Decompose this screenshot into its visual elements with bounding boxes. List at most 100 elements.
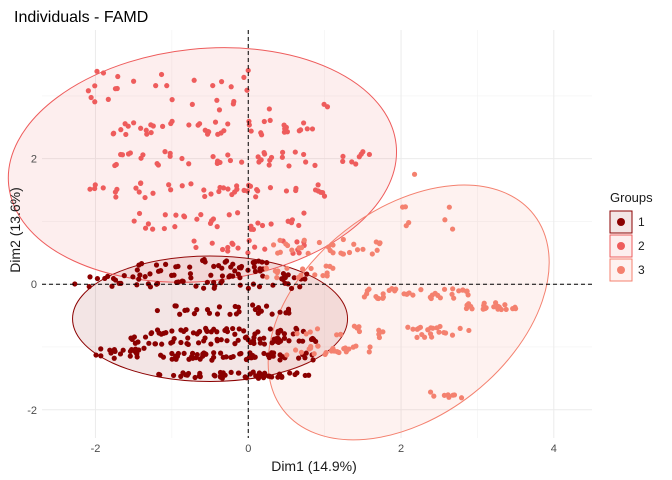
point-group-1 — [286, 338, 292, 344]
point-group-2 — [268, 221, 274, 227]
point-group-1 — [236, 370, 242, 376]
point-group-1 — [188, 275, 194, 281]
point-group-3 — [410, 292, 416, 298]
point-group-1 — [255, 310, 262, 316]
point-group-3 — [366, 286, 372, 292]
point-group-1 — [277, 309, 283, 315]
point-group-1 — [255, 329, 261, 335]
point-group-3 — [456, 288, 462, 294]
point-group-1 — [195, 340, 202, 346]
point-group-1 — [249, 352, 256, 359]
legend-label-1: 1 — [638, 215, 645, 229]
point-group-1 — [300, 338, 306, 344]
point-group-2 — [315, 188, 321, 194]
point-group-1 — [163, 330, 169, 336]
point-group-1 — [187, 271, 194, 277]
point-group-3 — [314, 326, 321, 332]
point-group-2 — [304, 126, 310, 132]
point-group-1 — [146, 340, 152, 346]
point-group-3 — [446, 204, 452, 210]
point-group-1 — [212, 373, 218, 379]
point-group-3 — [458, 395, 465, 401]
point-group-2 — [267, 185, 274, 191]
point-group-1 — [296, 355, 302, 361]
point-group-1 — [253, 373, 259, 379]
point-group-1 — [217, 369, 224, 376]
point-group-2 — [212, 119, 219, 125]
point-group-1 — [194, 307, 200, 313]
point-group-1 — [218, 337, 224, 343]
point-group-1 — [137, 272, 143, 278]
point-group-3 — [338, 250, 344, 256]
x-tick-label: 4 — [551, 443, 557, 455]
point-group-3 — [284, 242, 291, 249]
reference-lines — [42, 30, 592, 438]
point-group-2 — [217, 184, 223, 191]
point-group-1 — [257, 340, 263, 346]
point-group-3 — [320, 272, 326, 279]
point-group-1 — [235, 337, 241, 343]
point-group-3 — [469, 306, 475, 312]
point-group-1 — [245, 285, 252, 291]
point-group-3 — [445, 392, 451, 398]
point-group-3 — [350, 344, 356, 350]
point-group-2 — [259, 222, 266, 229]
point-group-3 — [330, 265, 336, 271]
point-group-2 — [100, 70, 107, 76]
point-group-3 — [389, 286, 395, 292]
point-group-1 — [291, 275, 297, 281]
point-group-2 — [261, 149, 267, 156]
point-group-1 — [175, 263, 181, 269]
point-group-3 — [272, 268, 278, 274]
point-group-1 — [174, 279, 180, 285]
point-group-1 — [232, 268, 238, 274]
point-group-3 — [295, 274, 302, 281]
point-group-2 — [226, 212, 232, 218]
point-group-1 — [204, 307, 211, 313]
point-group-2 — [162, 212, 168, 218]
point-group-3 — [427, 331, 434, 337]
point-group-3 — [374, 247, 380, 253]
point-group-3 — [430, 325, 436, 331]
point-group-1 — [155, 268, 162, 274]
point-group-3 — [301, 237, 307, 243]
point-group-1 — [197, 356, 203, 362]
point-group-3 — [323, 350, 329, 356]
point-group-2 — [284, 129, 290, 135]
point-group-3 — [442, 217, 448, 223]
point-group-3 — [298, 245, 305, 251]
tick-labels: -2 0 2 4 -2 0 2 — [27, 154, 557, 455]
y-tick-label: -2 — [27, 405, 37, 417]
point-group-2 — [191, 238, 197, 244]
point-group-3 — [316, 239, 322, 246]
point-group-3 — [465, 302, 471, 308]
point-group-2 — [172, 224, 178, 230]
point-group-2 — [138, 155, 144, 161]
point-group-1 — [110, 275, 117, 282]
x-tick-label: -2 — [91, 443, 101, 455]
point-group-3 — [512, 306, 519, 312]
point-group-3 — [277, 249, 283, 255]
point-group-1 — [302, 276, 308, 282]
point-group-1 — [292, 371, 298, 378]
point-group-1 — [227, 311, 233, 317]
point-group-3 — [450, 392, 456, 398]
y-axis-label: Dim2 (13.6%) — [7, 187, 23, 273]
point-group-1 — [263, 303, 270, 309]
point-group-1 — [186, 356, 192, 362]
point-group-2 — [235, 245, 241, 251]
point-group-1 — [127, 353, 133, 359]
point-group-2 — [123, 131, 129, 138]
point-group-2 — [201, 187, 207, 193]
point-group-3 — [503, 306, 509, 313]
point-group-2 — [100, 185, 106, 191]
point-group-2 — [281, 122, 287, 128]
point-group-2 — [225, 152, 231, 158]
point-group-2 — [208, 191, 214, 197]
y-tick-label: 0 — [31, 279, 37, 291]
point-group-1 — [288, 285, 295, 292]
point-group-2 — [353, 161, 359, 167]
point-group-1 — [214, 336, 220, 342]
point-group-1 — [208, 329, 214, 335]
point-group-2 — [349, 159, 355, 165]
